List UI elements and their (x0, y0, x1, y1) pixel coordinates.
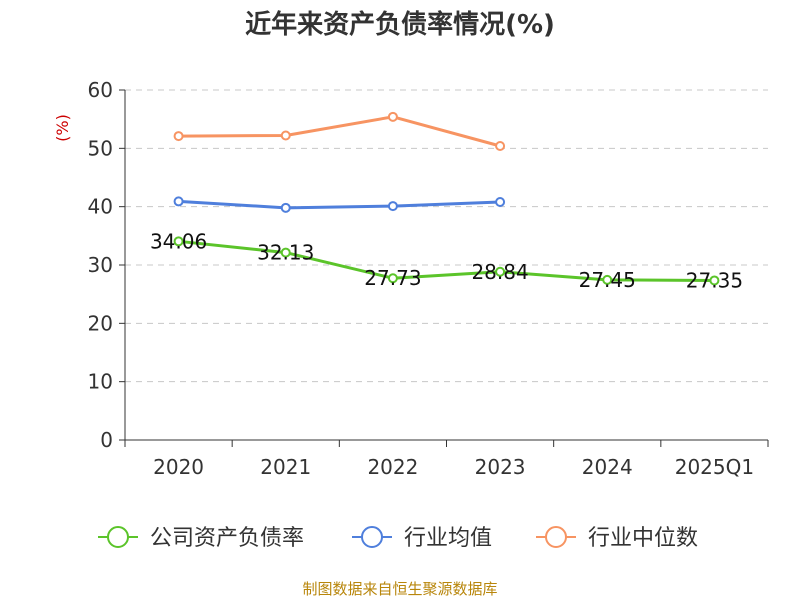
data-point-1-2020 (173, 196, 184, 207)
data-point-2-2022 (387, 111, 398, 122)
data-point-2-2020 (173, 131, 184, 142)
data-point-0-2022 (387, 273, 398, 284)
data-labels: 34.06 32.13 27.73 28.84 27.45 27.35 (150, 229, 743, 292)
x-tick-label-2021: 2021 (260, 455, 311, 479)
data-point-1-2023 (495, 197, 506, 207)
x-tick-label-2023: 2023 (475, 455, 526, 479)
x-tick-label-2024: 2024 (582, 455, 633, 479)
series-line-0 (178, 239, 715, 282)
data-label-2025Q1: 27.35 (686, 268, 743, 292)
legend-marker-2 (545, 526, 567, 548)
legend-label-0: 公司资产负债率 (150, 526, 304, 551)
data-label-2023: 28.84 (471, 260, 528, 284)
legend: 公司资产负债率 行业均值 行业中位数 (98, 526, 698, 551)
source-note: 制图数据来自恒生聚源数据库 (302, 580, 498, 598)
x-tick-label-2022: 2022 (367, 455, 418, 479)
data-point-0-2025Q1 (709, 275, 720, 286)
y-tick-label-40: 40 (88, 195, 113, 219)
data-point-2-2023 (495, 141, 506, 151)
x-tick-label-2020: 2020 (153, 455, 204, 479)
legend-marker-0 (107, 526, 129, 548)
data-point-1-2021 (280, 202, 291, 213)
data-point-2-2021 (280, 130, 291, 141)
y-tick-label-10: 10 (88, 370, 113, 394)
grid-lines (125, 89, 768, 383)
data-label-2022: 27.73 (364, 266, 421, 290)
axes: 0 10 20 30 40 50 60 2020 2021 2022 2023 2024 2025Q1 (… (53, 78, 769, 479)
x-tick-label-2025Q1: 2025Q1 (675, 455, 754, 479)
legend-label-2: 行业中位数 (588, 526, 698, 551)
y-tick-label-20: 20 (88, 311, 113, 335)
data-point-0-2021 (280, 247, 291, 258)
legend-marker-1 (361, 526, 383, 548)
data-label-2024: 27.45 (579, 268, 636, 292)
data-label-2020: 34.06 (150, 229, 207, 253)
chart-title: 近年来资产负债率情况(%) (245, 10, 555, 40)
y-tick-label-50: 50 (88, 136, 113, 160)
legend-label-1: 行业均值 (404, 526, 492, 551)
y-axis-label: (%) (53, 114, 72, 142)
data-point-1-2022 (387, 201, 398, 212)
y-tick-label-60: 60 (88, 78, 113, 102)
data-point-0-2024 (602, 274, 613, 285)
series-line-2 (178, 115, 501, 148)
y-tick-label-30: 30 (88, 253, 113, 277)
series-lines (173, 111, 720, 286)
data-point-0-2020 (173, 236, 184, 247)
data-point-0-2023 (495, 266, 506, 277)
y-tick-label-0: 0 (100, 428, 113, 452)
data-label-2021: 32.13 (257, 241, 314, 265)
series-line-1 (178, 199, 501, 210)
